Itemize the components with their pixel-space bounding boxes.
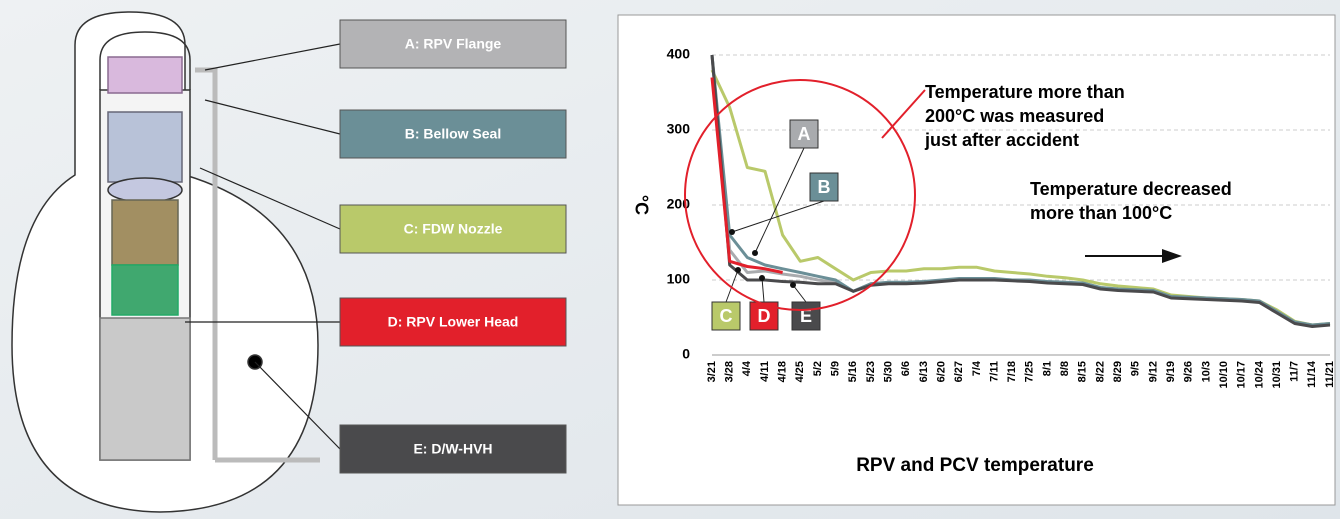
x-tick-label: 4/11 (759, 361, 771, 382)
y-axis-label: °C (631, 195, 651, 215)
x-tick-label: 5/30 (882, 361, 894, 382)
x-tick-label: 10/17 (1236, 361, 1248, 389)
vessel-drawing (11, 11, 320, 513)
tag-point (790, 282, 796, 288)
x-tick-label: 5/9 (830, 361, 842, 376)
series-line (710, 77, 783, 274)
x-tick-label: 10/24 (1253, 360, 1265, 388)
annotation: more than 100°C (1030, 203, 1172, 223)
series-tag-label: C (720, 306, 733, 326)
label-text: B: Bellow Seal (405, 126, 501, 142)
x-tick-label: 3/21 (706, 361, 718, 382)
x-tick-label: 7/18 (1006, 361, 1018, 382)
arrow-head (1162, 249, 1182, 263)
x-tick-label: 7/11 (988, 361, 1000, 382)
annotation: just after accident (924, 130, 1079, 150)
tag-leader (725, 269, 739, 303)
tag-leader (731, 200, 825, 233)
x-tick-label: 8/22 (1094, 361, 1106, 382)
x-tick-label: 8/1 (1041, 361, 1053, 376)
x-tick-label: 6/27 (953, 361, 965, 382)
series-tag-label: D (758, 306, 771, 326)
x-tick-label: 5/16 (847, 361, 859, 382)
annotation: Temperature decreased (1030, 179, 1232, 199)
x-tick-label: 8/15 (1077, 361, 1089, 382)
label-text: C: FDW Nozzle (404, 221, 503, 237)
x-tick-label: 4/18 (777, 361, 789, 382)
series-tag-label: B (818, 177, 831, 197)
x-tick-label: 9/12 (1147, 361, 1159, 382)
x-tick-label: 8/8 (1059, 361, 1071, 376)
x-tick-label: 3/28 (724, 361, 736, 382)
x-tick-label: 11/14 (1306, 360, 1318, 388)
highlight-circle (684, 79, 916, 311)
series-tag (789, 119, 819, 149)
tag-leader (754, 147, 805, 254)
x-tick-label: 7/4 (971, 360, 983, 376)
x-tick-label: 6/13 (918, 361, 930, 382)
label-box (339, 297, 567, 347)
y-tick-label: 400 (667, 46, 691, 62)
callout-line (881, 89, 926, 139)
label-box (339, 424, 567, 474)
label-box (339, 19, 567, 69)
series-line (710, 54, 1331, 328)
y-tick-label: 0 (682, 346, 690, 362)
x-tick-label: 5/23 (865, 361, 877, 382)
series-tag (809, 172, 839, 202)
annotation: Temperature more than (925, 82, 1125, 102)
x-tick-label: 9/19 (1165, 361, 1177, 382)
x-tick-label: 4/4 (741, 360, 753, 376)
x-tick-label: 8/29 (1112, 361, 1124, 382)
label-boxes: A: RPV Flange B: Bellow Seal C: FDW Nozzle… (339, 19, 567, 474)
x-tick-label: 6/6 (900, 361, 912, 376)
tag-point (759, 275, 765, 281)
tag-point (735, 267, 741, 273)
x-tick-label: 11/21 (1324, 361, 1336, 388)
x-tick-label: 7/25 (1024, 361, 1036, 382)
tag-leader (761, 277, 765, 303)
label-text: A: RPV Flange (405, 36, 502, 52)
y-tick-label: 100 (667, 271, 691, 287)
chart-title: RPV and PCV temperature (856, 455, 1094, 476)
tag-leader (792, 284, 807, 303)
label-text: D: RPV Lower Head (388, 314, 519, 330)
x-tick-label: 4/25 (794, 361, 806, 382)
series-tag (791, 301, 821, 331)
x-tick-label: 11/7 (1289, 361, 1301, 382)
tag-point (729, 229, 735, 235)
label-box (339, 204, 567, 254)
series-tag (711, 301, 741, 331)
leader-lines (185, 43, 341, 450)
x-tick-label: 10/3 (1200, 361, 1212, 382)
series-tag-label: A (798, 124, 811, 144)
x-tick-label: 6/20 (935, 361, 947, 382)
label-text: E: D/W-HVH (413, 441, 492, 457)
x-tick-label: 10/31 (1271, 361, 1283, 389)
annotation: 200°C was measured (925, 106, 1104, 126)
tag-point (752, 250, 758, 256)
label-box (339, 109, 567, 159)
y-tick-label: 300 (667, 121, 691, 137)
x-tick-label: 9/5 (1130, 361, 1142, 376)
x-tick-label: 5/2 (812, 361, 824, 376)
x-tick-label: 9/26 (1183, 361, 1195, 382)
x-tick-label: 10/10 (1218, 361, 1230, 389)
